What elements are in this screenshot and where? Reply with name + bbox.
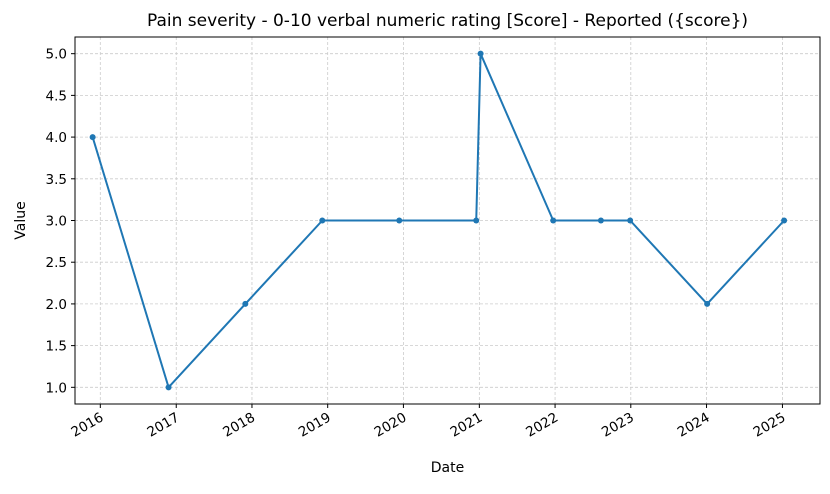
y-axis-label: Value xyxy=(13,201,29,239)
y-tick-label: 1.0 xyxy=(46,380,67,396)
data-point xyxy=(597,217,604,224)
plot-frame xyxy=(74,36,821,405)
y-tick-label: 5.0 xyxy=(46,47,67,63)
y-tick-label: 4.5 xyxy=(46,88,67,104)
y-tick-label: 1.5 xyxy=(46,339,67,355)
data-point xyxy=(89,134,96,141)
data-point xyxy=(319,217,326,224)
chart-title: Pain severity - 0-10 verbal numeric rati… xyxy=(147,11,748,31)
y-tick-label: 3.5 xyxy=(46,172,67,188)
data-point xyxy=(473,217,480,224)
data-point xyxy=(704,300,711,307)
y-tick-label: 2.0 xyxy=(46,297,67,313)
series-line xyxy=(91,52,785,389)
data-point xyxy=(627,217,634,224)
data-point xyxy=(242,300,249,307)
data-point xyxy=(477,50,484,57)
y-tick-label: 3.0 xyxy=(46,214,67,230)
y-tick-label: 4.0 xyxy=(46,130,67,146)
series-layer xyxy=(89,50,788,391)
y-tick-label: 2.5 xyxy=(46,255,67,271)
data-point xyxy=(165,384,172,391)
data-point xyxy=(550,217,557,224)
data-point xyxy=(781,217,788,224)
x-axis-label: Date xyxy=(431,460,464,476)
data-point xyxy=(396,217,403,224)
